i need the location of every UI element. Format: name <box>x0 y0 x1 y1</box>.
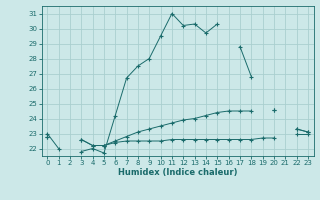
X-axis label: Humidex (Indice chaleur): Humidex (Indice chaleur) <box>118 168 237 177</box>
